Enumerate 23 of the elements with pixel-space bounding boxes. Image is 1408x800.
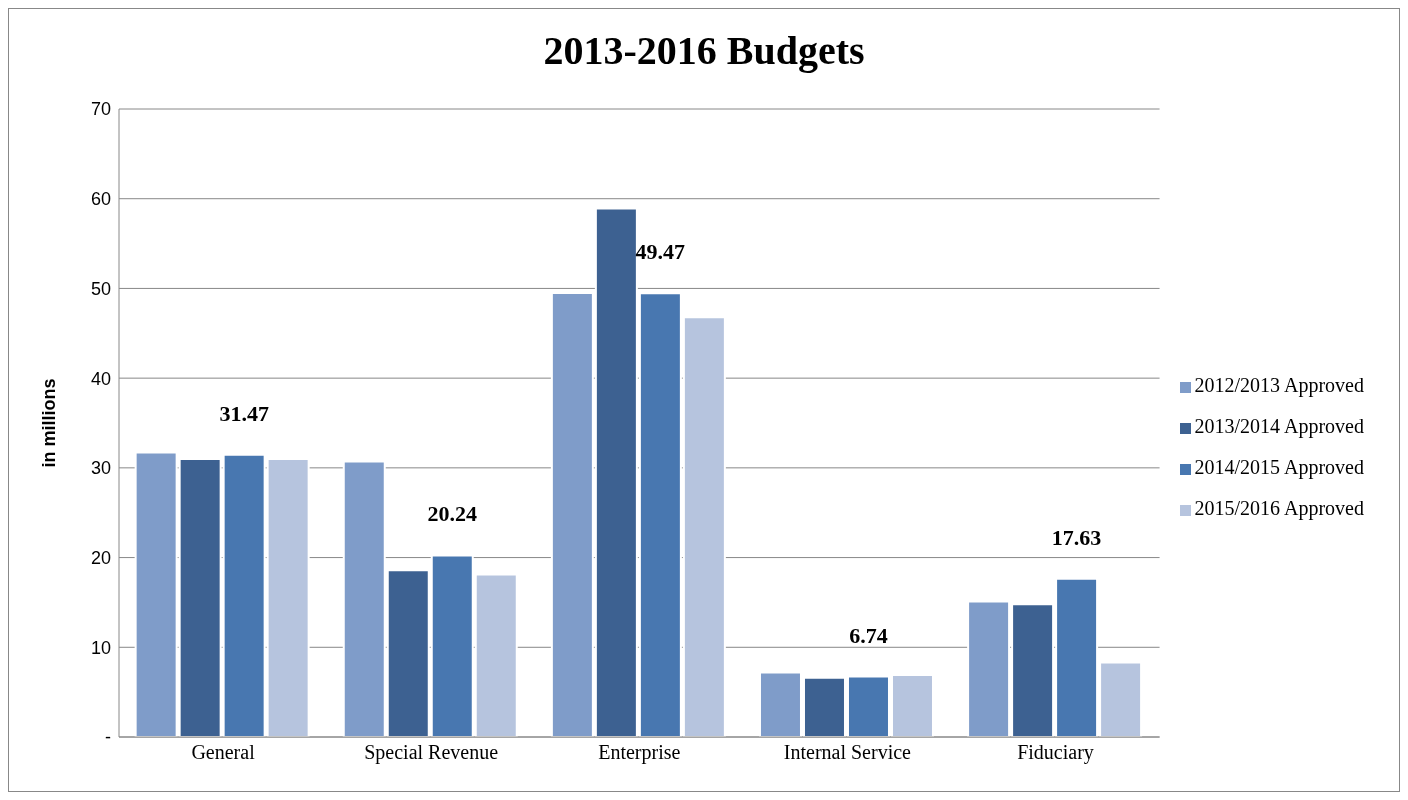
y-tick-label: 70 — [90, 99, 111, 120]
legend-label: 2012/2013 Approved — [1194, 374, 1364, 396]
legend-label: 2014/2015 Approved — [1194, 456, 1364, 478]
data-label: 17.63 — [1051, 524, 1102, 550]
y-tick-label: 30 — [90, 458, 111, 479]
y-tick-label: 60 — [90, 189, 111, 210]
chart-title: 2013-2016 Budgets — [542, 27, 866, 75]
x-tick-label: Fiduciary — [1017, 741, 1094, 765]
y-axis-title: in millions — [39, 378, 60, 468]
x-tick-label: Special Revenue — [364, 741, 499, 765]
x-tick-label: Enterprise — [598, 741, 681, 765]
legend-label: 2013/2014 Approved — [1194, 415, 1364, 437]
data-label: 20.24 — [427, 501, 478, 527]
x-tick-label: General — [191, 741, 256, 764]
data-label: 31.47 — [219, 400, 269, 426]
x-tick-label: Internal Service — [783, 741, 912, 764]
data-label: 6.74 — [849, 622, 888, 648]
y-tick-label: 40 — [90, 368, 111, 389]
y-tick-label: 50 — [90, 278, 111, 299]
y-tick-label: 10 — [90, 637, 111, 658]
y-tick-label: 20 — [90, 547, 111, 568]
legend-label: 2015/2016 Approved — [1194, 497, 1364, 519]
y-tick-label: - — [105, 727, 111, 748]
